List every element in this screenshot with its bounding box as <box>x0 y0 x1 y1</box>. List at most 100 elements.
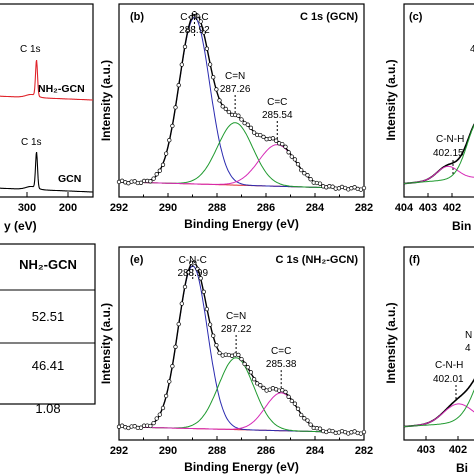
panelE-data-point <box>280 388 285 393</box>
panel-c-cnh-label: C-N-H <box>436 134 464 145</box>
panelB-data-point <box>283 144 288 149</box>
panelB-tick-label-292: 292 <box>110 202 128 214</box>
panelB-data-point <box>258 132 263 138</box>
panelE-y-axis-label: Intensity (a.u.) <box>99 303 113 384</box>
panel-f-letter: (f) <box>409 254 420 266</box>
panelE-data-point <box>207 322 213 327</box>
gcn-series-label: GCN <box>58 173 81 185</box>
panel-b-letter: (b) <box>130 11 144 23</box>
panelB-data-point <box>195 13 200 18</box>
table-cell-cnc: 52.51 <box>31 308 65 324</box>
panelB-data-point <box>170 123 175 129</box>
panelE-data-point <box>299 412 304 418</box>
panelB-data-point <box>148 179 153 184</box>
panelE-data-point <box>185 270 191 275</box>
panelB-peak-value-2: 287.26 <box>220 84 251 95</box>
panelB-data-point <box>157 168 162 173</box>
panelB-peak-name-1: C-N-C <box>180 12 208 23</box>
composition-table: NH₂-GCN 52.51 46.41 1.08 <box>0 244 96 416</box>
panel-b: (b) C 1s (GCN) 292 290 288 286 284 282 Binding … <box>99 3 373 231</box>
panelB-peak-name-3: C=C <box>267 97 287 108</box>
nh2-gcn-series-label: NH₂-GCN <box>38 83 85 95</box>
panelB-data-point <box>330 184 335 189</box>
panelE-data-point <box>151 420 156 426</box>
panel-a: C 1s NH₂-GCN C 1s GCN 300 200 y (eV) <box>0 3 94 233</box>
panelE-data-point <box>251 377 257 382</box>
panel-c-component-green <box>403 124 474 184</box>
nh2-gcn-survey-line <box>0 59 93 101</box>
panel-a-tick-label-300: 300 <box>18 202 36 214</box>
panel-c-tick-404: 404 <box>395 202 414 214</box>
table-header: NH₂-GCN <box>19 256 77 272</box>
panelB-x-axis-label: Binding Energy (eV) <box>184 217 299 231</box>
nh2-gcn-peak-label: C 1s <box>20 44 41 55</box>
panelE-data-point <box>204 306 210 312</box>
panelB-tick-label-290: 290 <box>159 202 177 214</box>
panelE-data-point <box>211 333 216 338</box>
panelB-y-axis-label: Intensity (a.u.) <box>99 60 113 141</box>
panelB-data-point <box>207 62 213 67</box>
panel-c-peak-partial-label: 4 <box>470 44 474 55</box>
panelE-component-c-n-c <box>119 265 364 434</box>
panelB-data-point <box>179 62 184 67</box>
panelB-envelope <box>119 12 365 190</box>
panel-f-cnh-label: C-N-H <box>435 360 463 371</box>
table-cell-cc: 1.08 <box>35 400 61 416</box>
panelB-title: C 1s (GCN) <box>300 11 358 23</box>
panel-c-letter: (c) <box>409 11 423 23</box>
panelE-data-point <box>330 428 335 434</box>
panelE-data-point <box>167 379 172 384</box>
panelE-envelope <box>119 261 364 434</box>
panelE-data-point <box>154 416 159 421</box>
panelE-data-point <box>157 412 162 417</box>
panel-f: (f) N 4 C-N-H 402.01 403 402 Bi Intensit… <box>384 246 474 474</box>
panelB-data-point <box>280 141 285 147</box>
panel-d <box>0 243 96 405</box>
panelB-data-point <box>261 134 266 140</box>
panelB-data-point <box>214 87 219 92</box>
panelE-data-point <box>295 406 301 411</box>
panelE-data-point <box>242 361 247 367</box>
panelB-data-point <box>151 176 156 181</box>
panelE-data-point <box>361 429 367 435</box>
panelE-peak-value-3: 285.38 <box>266 359 297 370</box>
panelB-tick-label-286: 286 <box>257 202 275 214</box>
panelB-data-point <box>289 154 294 159</box>
panel-f-tick-403: 403 <box>417 444 435 456</box>
panelE-data-point <box>182 284 188 290</box>
panelB-data-point <box>182 44 188 49</box>
panelB-data-point <box>189 15 194 20</box>
panelE-tick-label-290: 290 <box>159 445 177 457</box>
panelE-data-point <box>148 423 153 429</box>
panel-f-component-green <box>403 389 474 427</box>
panel-f-cnh-value: 402.01 <box>433 374 464 385</box>
panelE-peak-value-2: 287.22 <box>221 324 252 335</box>
panelB-data-point <box>270 136 276 141</box>
panelB-data-point <box>239 117 244 122</box>
panelB-data-point <box>226 109 232 115</box>
panel-f-n-partial-label: N <box>465 330 472 341</box>
panelE-tick-label-288: 288 <box>208 445 226 457</box>
panelB-data-point <box>217 98 222 103</box>
panelB-data-point <box>299 167 304 173</box>
panelB-component-c=c <box>119 144 365 190</box>
panel-c-x-axis-label: Bin <box>452 219 471 233</box>
panelE-data-point <box>239 356 244 362</box>
table-cell-cn: 46.41 <box>31 357 65 373</box>
panelE-data-point <box>195 266 200 272</box>
panel-d-frame <box>0 243 96 405</box>
panelE-data-point <box>248 370 254 375</box>
panelB-data-point <box>211 75 216 80</box>
panelB-data-point <box>154 172 159 177</box>
panelE-data-point <box>214 343 219 348</box>
panel-a-x-axis-label: y (eV) <box>4 219 37 233</box>
panelB-data-point <box>201 30 206 35</box>
panelE-data-point <box>179 301 184 306</box>
panel-f-y-axis-label: Intensity (a.u.) <box>384 302 398 383</box>
panelE-data-point <box>258 383 263 388</box>
panelB-data-point <box>295 162 301 167</box>
panel-c: (c) 4 C-N-H 402.15 404 403 402 Bin Inten… <box>384 3 474 233</box>
panelB-data-point <box>308 177 313 182</box>
panelB-frame <box>118 3 365 198</box>
panelE-title: C 1s (NH₂-GCN) <box>276 254 359 266</box>
